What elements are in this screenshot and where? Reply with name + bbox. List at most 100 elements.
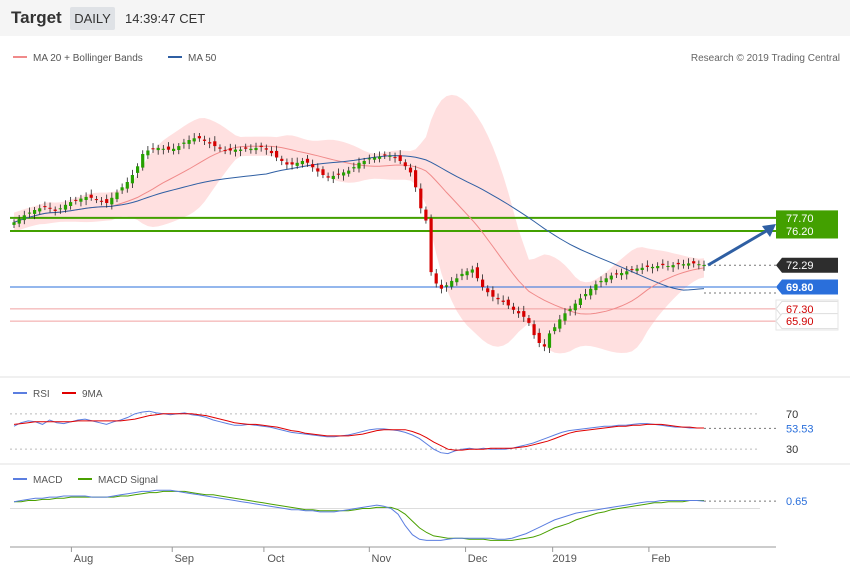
candle-body bbox=[578, 298, 582, 305]
candle-body bbox=[650, 266, 655, 269]
candle-body bbox=[563, 313, 567, 321]
candle-body bbox=[336, 173, 340, 175]
candle-body bbox=[228, 148, 232, 151]
candle-body bbox=[599, 280, 603, 283]
candle-body bbox=[223, 150, 227, 152]
candle-body bbox=[614, 273, 619, 275]
candle-body bbox=[311, 164, 315, 168]
candle-body bbox=[166, 146, 171, 150]
chart-header: Target DAILY 14:39:47 CET bbox=[0, 0, 850, 36]
candle-body bbox=[414, 170, 418, 188]
candle-body bbox=[110, 197, 114, 205]
candle-body bbox=[58, 208, 62, 210]
candle-body bbox=[275, 150, 279, 158]
candle-body bbox=[259, 145, 263, 147]
level-label-pivot: 69.80 bbox=[786, 282, 814, 294]
x-axis-label: Feb bbox=[651, 553, 670, 565]
candle-body bbox=[573, 303, 577, 311]
candle-body bbox=[594, 284, 598, 291]
candle-body bbox=[687, 263, 691, 266]
candle-body bbox=[192, 138, 196, 142]
candle-body bbox=[316, 168, 320, 172]
macd-last-value: 0.65 bbox=[786, 496, 807, 508]
candle-body bbox=[84, 196, 88, 200]
candle-body bbox=[372, 157, 377, 160]
candle-body bbox=[208, 142, 212, 144]
candle-body bbox=[584, 294, 588, 297]
candle-body bbox=[542, 344, 546, 347]
candle-body bbox=[352, 167, 356, 169]
candle-body bbox=[429, 218, 433, 273]
period-button[interactable]: DAILY bbox=[70, 7, 115, 30]
candle-body bbox=[604, 278, 608, 283]
candle-body bbox=[285, 162, 289, 165]
candle-body bbox=[300, 161, 304, 165]
candle-body bbox=[12, 222, 16, 225]
candle-body bbox=[439, 284, 443, 289]
candle-body bbox=[177, 146, 181, 150]
x-axis-label: Sep bbox=[174, 553, 194, 565]
candle-body bbox=[362, 161, 366, 165]
level-label-bg-last bbox=[776, 257, 838, 273]
macd-signal-line bbox=[14, 490, 704, 541]
candle-body bbox=[609, 275, 613, 280]
x-axis-label: Nov bbox=[372, 553, 392, 565]
candle-body bbox=[48, 207, 52, 209]
candle-body bbox=[53, 209, 57, 211]
research-credit: Research © 2019 Trading Central bbox=[691, 53, 840, 64]
candle-body bbox=[347, 170, 351, 174]
x-axis-label: Aug bbox=[74, 553, 94, 565]
candle-body bbox=[692, 261, 696, 264]
candle-body bbox=[79, 198, 83, 202]
candle-body bbox=[702, 265, 706, 267]
candle-body bbox=[486, 288, 490, 293]
candle-body bbox=[249, 148, 253, 151]
candle-body bbox=[589, 288, 593, 296]
rsi-ma-line bbox=[13, 413, 704, 451]
candle-body bbox=[676, 262, 680, 265]
x-axis-label: Oct bbox=[267, 553, 284, 565]
candle-body bbox=[239, 149, 243, 151]
candle-body bbox=[511, 306, 516, 310]
candle-body bbox=[172, 148, 176, 151]
candle-body bbox=[527, 318, 531, 323]
candle-body bbox=[537, 332, 541, 343]
candle-body bbox=[470, 269, 474, 273]
candle-body bbox=[656, 266, 660, 269]
candle-body bbox=[269, 150, 274, 154]
candle-body bbox=[475, 267, 479, 279]
candle-body bbox=[202, 139, 207, 141]
level-label-support: 65.90 bbox=[786, 316, 814, 328]
candle-body bbox=[403, 162, 407, 167]
candle-body bbox=[465, 271, 469, 276]
legend-macd-signal-label: MACD Signal bbox=[98, 475, 158, 486]
candle-body bbox=[367, 158, 371, 160]
candle-body bbox=[74, 199, 78, 201]
candle-body bbox=[218, 147, 222, 149]
candle-body bbox=[506, 299, 510, 306]
candle-body bbox=[27, 212, 32, 214]
candle-body bbox=[89, 194, 93, 198]
macd-line bbox=[13, 489, 705, 541]
candle-body bbox=[125, 182, 129, 189]
candle-body bbox=[424, 209, 428, 221]
level-label-bg-resistance bbox=[776, 223, 838, 239]
candle-body bbox=[640, 267, 644, 270]
candle-body bbox=[264, 148, 268, 150]
candle-body bbox=[233, 149, 237, 152]
candle-body bbox=[99, 200, 104, 202]
candle-body bbox=[398, 155, 402, 161]
candle-body bbox=[331, 175, 335, 179]
candle-body bbox=[450, 280, 454, 287]
candle-body bbox=[620, 273, 624, 276]
candle-body bbox=[491, 290, 495, 297]
candle-body bbox=[130, 175, 134, 184]
candle-body bbox=[568, 308, 572, 312]
candle-body bbox=[501, 300, 505, 302]
candle-body bbox=[645, 265, 649, 267]
legend-rsi-label: RSI bbox=[33, 389, 50, 400]
candle-body bbox=[63, 204, 68, 210]
candle-body bbox=[393, 157, 397, 159]
level-label-support: 67.30 bbox=[786, 304, 814, 316]
